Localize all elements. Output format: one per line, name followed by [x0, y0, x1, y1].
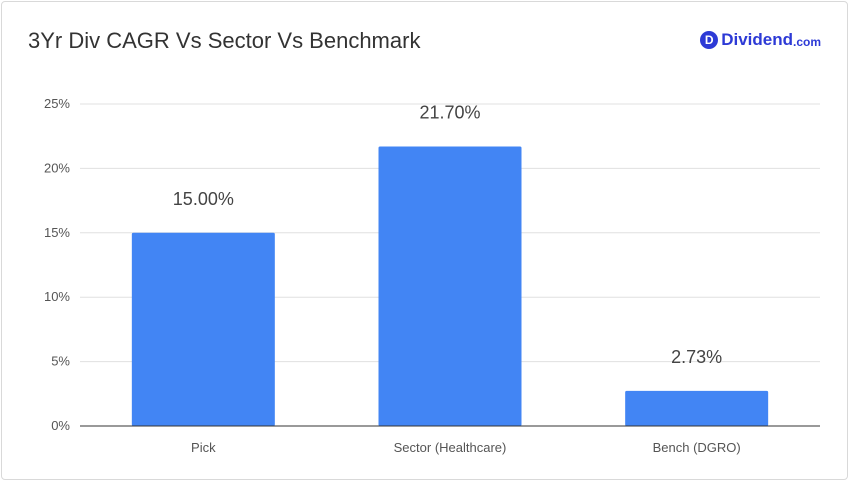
- y-tick-label: 10%: [44, 289, 70, 304]
- x-tick-label: Pick: [191, 440, 216, 455]
- brand-name: Dividend: [721, 30, 793, 49]
- data-label: 21.70%: [419, 103, 480, 123]
- y-tick-label: 25%: [44, 96, 70, 111]
- x-tick-label: Bench (DGRO): [653, 440, 741, 455]
- bar: [378, 146, 522, 426]
- data-labels: 15.00% 21.70% 2.73%: [173, 103, 722, 367]
- brand-tld: .com: [792, 34, 821, 49]
- bar: [131, 232, 275, 426]
- y-tick-label: 15%: [44, 225, 70, 240]
- y-axis-ticks: 0% 5% 10% 15% 20% 25%: [44, 96, 70, 433]
- bars: [131, 146, 769, 426]
- data-label: 2.73%: [671, 347, 722, 367]
- y-tick-label: 20%: [44, 160, 70, 175]
- chart-title: 3Yr Div CAGR Vs Sector Vs Benchmark: [28, 28, 421, 53]
- x-axis-ticks: Pick Sector (Healthcare) Bench (DGRO): [191, 440, 741, 455]
- y-tick-label: 5%: [51, 354, 70, 369]
- y-tick-label: 0%: [51, 418, 70, 433]
- dividend-logo-icon: D: [700, 31, 719, 49]
- x-tick-label: Sector (Healthcare): [394, 440, 507, 455]
- bar: [625, 390, 769, 426]
- brand-logo[interactable]: D Dividend .com: [700, 30, 821, 50]
- data-label: 15.00%: [173, 189, 234, 209]
